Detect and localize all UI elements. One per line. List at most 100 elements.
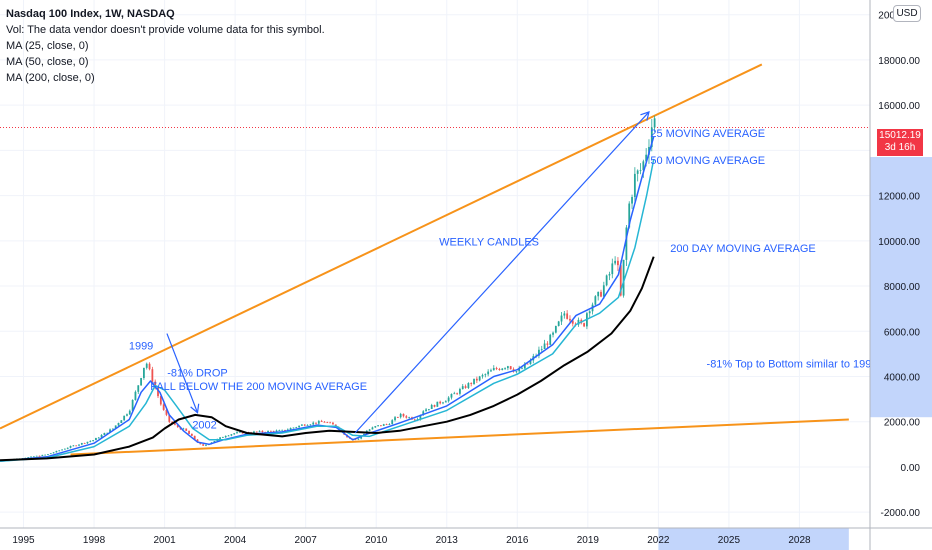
- y-tick-label: 6000.00: [884, 327, 921, 338]
- candle-body: [475, 378, 478, 381]
- candle-body: [408, 417, 411, 419]
- candle-body: [137, 385, 140, 392]
- candle-body: [515, 371, 518, 373]
- candle-body: [61, 449, 63, 451]
- candle-body: [427, 409, 430, 410]
- candle-body: [66, 447, 69, 449]
- y-tick-label: 18000.00: [878, 56, 920, 67]
- candle-body: [275, 430, 278, 432]
- arrow-head: [190, 403, 200, 414]
- indicator-ma25[interactable]: MA (25, close, 0): [6, 40, 89, 52]
- candle-body: [577, 319, 580, 325]
- candle-body: [385, 424, 388, 426]
- candle-body: [436, 401, 439, 407]
- candle-body: [360, 436, 363, 439]
- candle-body: [571, 320, 574, 324]
- candle-body: [196, 439, 199, 443]
- x-tick-label: 2016: [506, 535, 529, 546]
- candle-body: [224, 435, 227, 438]
- annotation-label: -81% DROP: [167, 367, 228, 379]
- candle-body: [219, 437, 221, 439]
- candle-body: [490, 370, 492, 372]
- trendlines[interactable]: [0, 63, 849, 456]
- candle-body: [650, 127, 653, 147]
- candle-body: [295, 427, 298, 428]
- candle-body: [552, 332, 554, 335]
- candle-body: [95, 438, 97, 441]
- candle-body: [281, 429, 284, 431]
- candle-body: [442, 402, 444, 404]
- candle-body: [439, 401, 442, 404]
- candle-body: [549, 334, 552, 345]
- candle-body: [134, 391, 137, 400]
- annotation-label: 200 DAY MOVING AVERAGE: [670, 243, 816, 255]
- x-tick-label: 2001: [153, 535, 176, 546]
- trendline[interactable]: [0, 63, 763, 430]
- candle-body: [286, 429, 289, 431]
- candle-body: [402, 413, 405, 417]
- arrow-line[interactable]: [166, 333, 199, 413]
- candle-body: [509, 366, 512, 370]
- candle-body: [309, 424, 312, 426]
- candle-body: [52, 452, 55, 454]
- candle-body: [49, 453, 52, 455]
- currency-button[interactable]: USD: [893, 5, 921, 22]
- candle-body: [484, 374, 487, 376]
- indicator-ma200[interactable]: MA (200, close, 0): [6, 72, 95, 84]
- candle-body: [176, 424, 179, 428]
- candle-body: [131, 399, 134, 411]
- candle-body: [600, 291, 602, 297]
- candle-body: [301, 424, 303, 426]
- candle-body: [430, 405, 433, 410]
- legend: Nasdaq 100 Index, 1W, NASDAQ Vol: The da…: [6, 6, 325, 86]
- ma50-line: [0, 159, 655, 463]
- arrows[interactable]: [166, 111, 650, 434]
- candle-body: [111, 428, 114, 430]
- candle-body: [467, 383, 470, 389]
- candle-body: [368, 429, 371, 431]
- candle-body: [540, 349, 543, 350]
- candle-body: [413, 419, 416, 421]
- candle-body: [405, 416, 408, 418]
- ma25-line: [0, 136, 655, 463]
- candle-body: [148, 363, 151, 370]
- candle-body: [278, 430, 281, 431]
- x-tick-label: 2013: [436, 535, 459, 546]
- candle-body: [55, 450, 58, 453]
- candle-body: [306, 425, 309, 426]
- indicator-ma50[interactable]: MA (50, close, 0): [6, 56, 89, 68]
- candle-body: [63, 448, 66, 450]
- arrow-line[interactable]: [354, 111, 650, 434]
- candle-body: [329, 422, 332, 424]
- candle-body: [272, 431, 275, 432]
- y-tick-label: 10000.00: [878, 237, 920, 248]
- candle-body: [83, 443, 86, 444]
- candle-body: [560, 315, 563, 322]
- volume-note: Vol: The data vendor doesn't provide vol…: [6, 24, 325, 36]
- candle-body: [529, 360, 532, 365]
- candle-body: [554, 326, 557, 333]
- trendline[interactable]: [70, 418, 849, 456]
- candle-body: [506, 366, 509, 369]
- candle-body: [38, 455, 41, 457]
- x-tick-label: 2004: [224, 535, 247, 546]
- moving-averages: [0, 136, 655, 463]
- candle-body: [145, 363, 148, 368]
- candle-body: [326, 422, 329, 424]
- candle-body: [27, 457, 30, 458]
- candle-body: [174, 423, 176, 425]
- candle-body: [159, 396, 162, 405]
- candle-body: [117, 423, 120, 426]
- candles: [0, 115, 656, 461]
- candle-body: [371, 427, 374, 430]
- candle-body: [399, 413, 402, 418]
- candle-body: [523, 363, 526, 369]
- candle-body: [97, 437, 100, 439]
- candle-body: [597, 291, 600, 297]
- candle-body: [425, 409, 427, 412]
- candle-body: [292, 427, 295, 429]
- symbol-title[interactable]: Nasdaq 100 Index, 1W, NASDAQ: [6, 8, 175, 20]
- candle-body: [86, 441, 89, 444]
- time-axis[interactable]: 1995 1998 2001 2004 2007 2010 2013 2016 2019 2022…: [12, 535, 811, 546]
